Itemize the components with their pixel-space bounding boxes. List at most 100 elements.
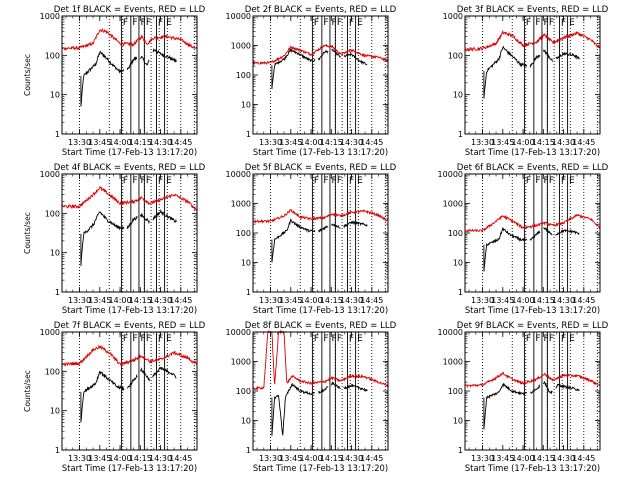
chart-title: Det 9f BLACK = Events, RED = LLD bbox=[457, 321, 609, 331]
events-series-line bbox=[140, 367, 150, 381]
x-axis-label: Start Time (17-Feb-13 13:17:20) bbox=[62, 147, 197, 157]
marker-label: F bbox=[314, 18, 319, 28]
marker-label: F bbox=[140, 176, 145, 186]
x-axis-label: Start Time (17-Feb-13 13:17:20) bbox=[253, 147, 388, 157]
marker-label: F bbox=[331, 334, 336, 344]
y-tick-label: 100 bbox=[448, 229, 463, 238]
marker-label: F bbox=[132, 334, 137, 344]
marker-label: F bbox=[331, 176, 336, 186]
marker-label: F bbox=[123, 176, 128, 186]
marker-label: F bbox=[561, 334, 566, 344]
marker-label: F bbox=[314, 176, 319, 186]
events-series-line bbox=[343, 52, 368, 66]
marker-label: F bbox=[543, 18, 548, 28]
x-tick-label: 14:45 bbox=[169, 454, 192, 463]
plot-frame bbox=[61, 15, 198, 135]
x-axis-label: Start Time (17-Feb-13 13:17:20) bbox=[62, 463, 197, 473]
y-axis-label: Counts/sec bbox=[23, 54, 32, 96]
x-tick-label: 14:30 bbox=[552, 454, 575, 463]
y-tick-label: 100 bbox=[448, 387, 463, 396]
y-tick-label: 1 bbox=[55, 130, 60, 139]
x-tick-label: 13:45 bbox=[491, 138, 514, 147]
x-tick-label: 14:00 bbox=[109, 454, 132, 463]
events-series-line bbox=[555, 51, 580, 61]
y-tick-label: 1000 bbox=[443, 12, 463, 21]
events-series-line bbox=[555, 229, 580, 236]
events-series-line bbox=[343, 383, 368, 392]
events-series-line bbox=[80, 50, 125, 107]
plot-frame bbox=[61, 173, 198, 293]
events-series-line bbox=[331, 223, 341, 229]
y-tick-label: 100 bbox=[45, 209, 60, 218]
x-tick-label: 14:30 bbox=[552, 138, 575, 147]
y-tick-label: 1 bbox=[458, 288, 463, 297]
events-series-line bbox=[343, 220, 368, 229]
events-series-line bbox=[530, 383, 541, 395]
y-tick-label: 10000 bbox=[226, 170, 251, 179]
marker-label: F bbox=[132, 176, 137, 186]
marker-label: F bbox=[535, 334, 540, 344]
y-tick-label: 1000 bbox=[40, 12, 60, 21]
x-tick-label: 14:00 bbox=[512, 138, 535, 147]
x-tick-label: 13:45 bbox=[279, 296, 302, 305]
y-tick-label: 10 bbox=[241, 417, 251, 426]
x-tick-label: 14:30 bbox=[149, 454, 172, 463]
plot-frame bbox=[464, 15, 601, 135]
x-tick-label: 14:15 bbox=[532, 454, 555, 463]
marker-label: F bbox=[549, 176, 554, 186]
x-tick-label: 13:30 bbox=[68, 138, 91, 147]
marker-label: E bbox=[166, 176, 172, 186]
lld-series-line bbox=[252, 208, 388, 224]
x-tick-label: 13:30 bbox=[68, 454, 91, 463]
marker-label: E bbox=[569, 334, 575, 344]
x-tick-label: 14:00 bbox=[300, 454, 323, 463]
marker-label: E bbox=[569, 176, 575, 186]
y-tick-label: 1000 bbox=[443, 358, 463, 367]
events-series-line bbox=[139, 55, 150, 66]
chart-title: Det 6f BLACK = Events, RED = LLD bbox=[457, 163, 609, 173]
x-tick-label: 13:45 bbox=[88, 296, 111, 305]
x-tick-label: 13:45 bbox=[491, 454, 514, 463]
y-tick-label: 100 bbox=[236, 387, 251, 396]
events-series-line bbox=[80, 211, 125, 267]
events-series-line bbox=[271, 218, 316, 263]
chart-title: Det 1f BLACK = Events, RED = LLD bbox=[54, 5, 206, 15]
events-series-line bbox=[271, 382, 316, 436]
x-tick-label: 14:15 bbox=[320, 454, 343, 463]
marker-label: F bbox=[535, 176, 540, 186]
x-axis-label: Start Time (17-Feb-13 13:17:20) bbox=[253, 305, 388, 315]
y-tick-label: 1000 bbox=[40, 328, 60, 337]
y-tick-label: 10 bbox=[241, 259, 251, 268]
y-tick-label: 10 bbox=[453, 417, 463, 426]
y-tick-label: 1000 bbox=[231, 200, 251, 209]
events-series-line bbox=[529, 54, 541, 68]
marker-label: F bbox=[549, 334, 554, 344]
y-tick-label: 100 bbox=[236, 71, 251, 80]
lld-series-line bbox=[61, 344, 198, 367]
x-tick-label: 14:15 bbox=[129, 138, 152, 147]
chart-title: Det 8f BLACK = Events, RED = LLD bbox=[245, 321, 397, 331]
x-tick-label: 14:45 bbox=[572, 454, 595, 463]
events-series-line bbox=[317, 50, 329, 61]
marker-label: F bbox=[526, 176, 531, 186]
events-series-line bbox=[126, 55, 138, 71]
marker-label: F bbox=[337, 176, 342, 186]
marker-label: F bbox=[146, 334, 151, 344]
marker-label: F bbox=[349, 176, 354, 186]
x-tick-label: 14:30 bbox=[340, 296, 363, 305]
y-tick-label: 10 bbox=[50, 407, 60, 416]
x-tick-label: 14:00 bbox=[512, 296, 535, 305]
y-tick-label: 1 bbox=[246, 288, 251, 297]
events-series-line bbox=[152, 208, 177, 223]
y-axis-label: Counts/sec bbox=[23, 212, 32, 254]
events-series-line bbox=[330, 381, 341, 390]
x-tick-label: 14:30 bbox=[552, 296, 575, 305]
y-tick-label: 10000 bbox=[438, 328, 463, 337]
marker-label: F bbox=[543, 334, 548, 344]
y-tick-label: 10000 bbox=[438, 170, 463, 179]
y-tick-label: 1 bbox=[55, 446, 60, 455]
chart-title: Det 5f BLACK = Events, RED = LLD bbox=[245, 163, 397, 173]
marker-label: F bbox=[123, 18, 128, 28]
y-tick-label: 10000 bbox=[226, 12, 251, 21]
